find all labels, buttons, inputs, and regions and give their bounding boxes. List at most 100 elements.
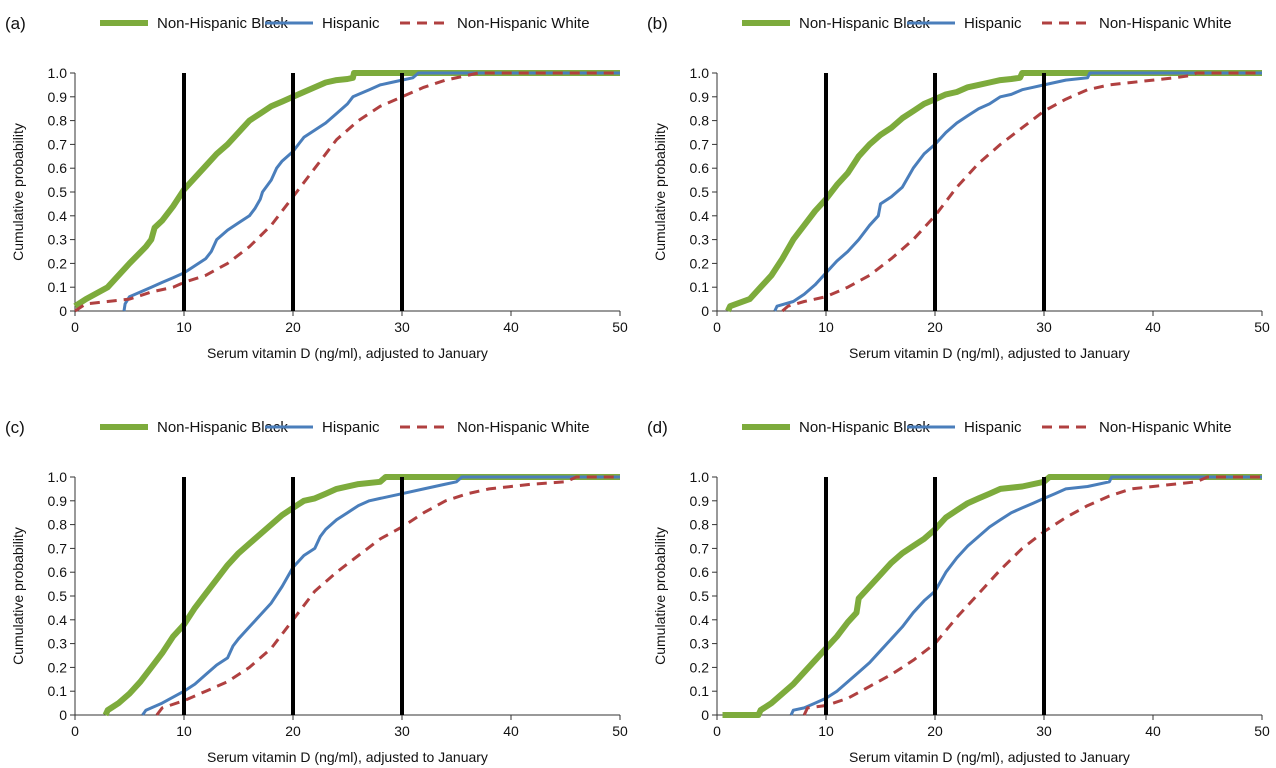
y-tick-label: 0.3 [690,232,710,248]
legend-label: Non-Hispanic White [1099,419,1232,436]
y-tick-label: 0.6 [48,564,68,580]
series-line-non-hispanic-black [73,70,620,309]
y-tick-label: 0.2 [690,255,710,271]
series-line-non-hispanic-black [102,474,620,717]
y-tick-label: 0.3 [48,636,68,652]
x-tick-label: 40 [1145,723,1161,739]
y-tick-label: 0.7 [690,540,710,556]
y-tick-label: 0.3 [48,232,68,248]
series-line-non-hispanic-black [722,474,1262,718]
y-tick-label: 0.9 [690,493,710,509]
legend-label: Hispanic [322,419,380,436]
y-tick-label: 0.4 [690,612,710,628]
series-line-hispanic [122,71,620,312]
x-tick-label: 20 [927,723,943,739]
y-tick-label: 0.8 [48,517,68,533]
legend-label: Hispanic [964,15,1022,32]
legend-label: Non-Hispanic White [457,15,590,32]
x-axis-title: Serum vitamin D (ng/ml), adjusted to Jan… [207,749,488,765]
y-tick-label: 0.1 [690,279,710,295]
y-tick-label: 0.1 [48,279,68,295]
chart-panel-b: (b) Non-Hispanic Black Hispanic Non-Hispani… [647,14,1270,361]
x-axis-title: Serum vitamin D (ng/ml), adjusted to Jan… [849,345,1130,361]
chart-panel-d: (d) Non-Hispanic Black Hispanic Non-Hispani… [647,418,1270,765]
y-tick-label: 0.7 [690,136,710,152]
y-tick-label: 0.6 [48,160,68,176]
x-tick-label: 30 [394,723,410,739]
y-tick-label: 0.9 [690,89,710,105]
y-tick-label: 0.5 [48,588,68,604]
y-tick-label: 0 [701,707,709,723]
panel-label: (d) [647,418,668,437]
x-tick-label: 0 [71,723,79,739]
x-tick-label: 40 [503,723,519,739]
y-tick-label: 0 [59,707,67,723]
y-tick-label: 0.4 [690,208,710,224]
legend-label: Non-Hispanic Black [799,15,930,32]
series-line-hispanic [773,71,1262,312]
x-tick-label: 20 [285,723,301,739]
panel-label: (c) [5,418,25,437]
x-tick-label: 10 [818,723,834,739]
series-line-non-hispanic-white [74,71,620,313]
x-tick-label: 50 [1254,319,1270,335]
x-tick-label: 0 [713,723,721,739]
y-tick-label: 0.4 [48,208,68,224]
x-tick-label: 50 [612,319,628,335]
y-tick-label: 0.8 [690,517,710,533]
x-tick-label: 10 [818,319,834,335]
legend-label: Non-Hispanic Black [157,15,288,32]
x-axis-title: Serum vitamin D (ng/ml), adjusted to Jan… [207,345,488,361]
legend-label: Non-Hispanic Black [799,419,930,436]
x-tick-label: 20 [927,319,943,335]
x-tick-label: 20 [285,319,301,335]
series-line-non-hispanic-black [725,70,1262,313]
y-tick-label: 0.9 [48,493,68,509]
y-axis-title: Cumulative probability [10,123,26,261]
y-tick-label: 0.8 [690,113,710,129]
x-tick-label: 10 [176,319,192,335]
legend-label: Hispanic [322,15,380,32]
y-tick-label: 0.2 [48,659,68,675]
y-tick-label: 0.7 [48,136,68,152]
y-tick-label: 0.1 [690,683,710,699]
legend-label: Hispanic [964,419,1022,436]
y-tick-label: 0.2 [48,255,68,271]
x-tick-label: 10 [176,723,192,739]
y-tick-label: 0.6 [690,564,710,580]
y-tick-label: 1.0 [48,469,68,485]
y-tick-label: 1.0 [48,65,68,81]
y-tick-label: 0.2 [690,659,710,675]
legend-label: Non-Hispanic Black [157,419,288,436]
legend-label: Non-Hispanic White [457,419,590,436]
y-tick-label: 0.7 [48,540,68,556]
x-tick-label: 40 [503,319,519,335]
y-tick-label: 1.0 [690,469,710,485]
y-tick-label: 0.8 [48,113,68,129]
x-tick-label: 30 [1036,319,1052,335]
y-axis-title: Cumulative probability [10,527,26,665]
legend-label: Non-Hispanic White [1099,15,1232,32]
y-axis-title: Cumulative probability [652,123,668,261]
series-line-hispanic [789,475,1262,716]
x-tick-label: 40 [1145,319,1161,335]
panel-label: (a) [5,14,26,33]
x-tick-label: 30 [394,319,410,335]
y-tick-label: 0.3 [690,636,710,652]
y-axis-title: Cumulative probability [652,527,668,665]
chart-panel-a: (a) Non-Hispanic Black Hispanic Non-Hispani… [5,14,628,361]
x-tick-label: 0 [71,319,79,335]
y-tick-label: 0.5 [690,588,710,604]
chart-panel-c: (c) Non-Hispanic Black Hispanic Non-Hispani… [5,418,628,765]
y-tick-label: 0.5 [690,184,710,200]
y-tick-label: 0.6 [690,160,710,176]
y-tick-label: 0.1 [48,683,68,699]
series-line-non-hispanic-white [802,475,1262,716]
x-tick-label: 50 [1254,723,1270,739]
y-tick-label: 0.9 [48,89,68,105]
x-tick-label: 30 [1036,723,1052,739]
series-line-non-hispanic-white [155,475,620,716]
y-tick-label: 0 [59,303,67,319]
x-axis-title: Serum vitamin D (ng/ml), adjusted to Jan… [849,749,1130,765]
